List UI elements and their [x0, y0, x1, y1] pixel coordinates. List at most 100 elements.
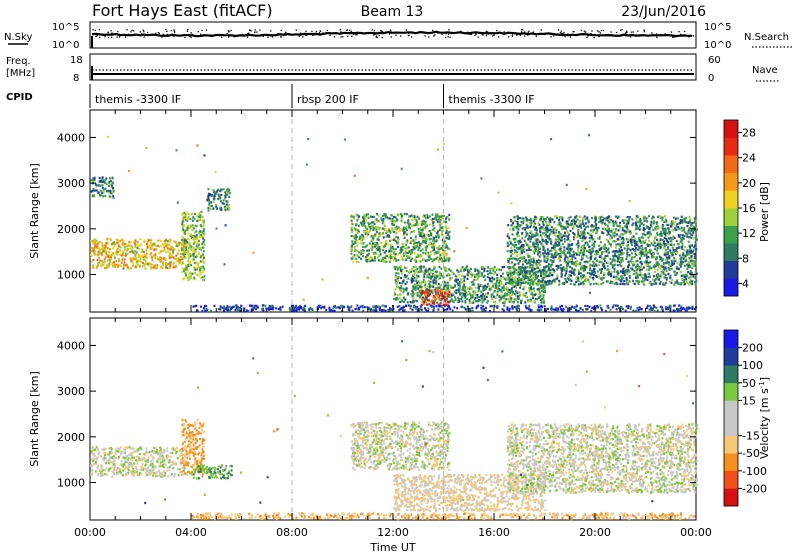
scatter-cell [673, 262, 676, 265]
scatter-cell [524, 267, 527, 270]
scatter-cell [194, 272, 197, 275]
scatter-cell [418, 294, 421, 297]
scatter-cell [135, 251, 138, 254]
scatter-cell [600, 252, 603, 255]
scatter-cell [647, 255, 650, 259]
scatter-cell [663, 245, 666, 248]
scatter-cell [666, 232, 669, 235]
nsearch-point [94, 29, 96, 32]
scatter-cell [429, 223, 432, 226]
scatter-cell [602, 276, 605, 279]
nsearch-point [284, 32, 286, 35]
scatter-cell [111, 247, 114, 250]
scatter-cell [517, 234, 520, 238]
scatter-cell [532, 280, 535, 283]
nsearch-point [107, 31, 109, 33]
scatter-cell [571, 227, 574, 230]
scatter-cell [153, 264, 156, 267]
scatter-cell [408, 215, 411, 218]
scatter-cell [531, 278, 534, 281]
scatter-cell [193, 239, 196, 242]
scatter-cell [555, 264, 558, 267]
scatter-cell [465, 294, 468, 297]
scatter-cell [172, 262, 175, 265]
scatter-cell [371, 221, 373, 224]
scatter-cell [687, 270, 690, 274]
scatter-cell [414, 238, 417, 241]
scatter-cell [547, 269, 550, 272]
scatter-cell [611, 260, 614, 263]
scatter-cell [573, 263, 575, 266]
scatter-cell [506, 274, 509, 277]
scatter-cell [422, 302, 425, 305]
scatter-cell [149, 253, 152, 256]
scatter-cell [551, 263, 554, 266]
scatter-cell [179, 258, 182, 262]
scatter-cell [579, 272, 582, 275]
scatter-cell [542, 224, 545, 227]
scatter-cell [550, 242, 553, 245]
scatter-cell [608, 227, 611, 230]
scatter-cell [91, 266, 94, 269]
nsearch-point [563, 31, 565, 34]
scatter-cell [541, 288, 543, 291]
scatter-cell [190, 233, 192, 236]
nsearch-point [560, 30, 562, 32]
scatter-cell [448, 218, 451, 221]
scatter-cell [117, 244, 120, 247]
scatter-cell [635, 217, 638, 220]
nsearch-point [475, 32, 477, 34]
scatter-cell [650, 283, 653, 286]
scatter-cell [420, 229, 423, 232]
scatter-cell [413, 218, 416, 221]
nsearch-point [388, 33, 391, 35]
scatter-cell [202, 265, 205, 268]
scatter-cell [364, 245, 367, 249]
scatter-cell [228, 203, 231, 206]
scatter-cell [138, 259, 141, 262]
scatter-cell [547, 228, 550, 232]
scatter-cell [433, 265, 436, 268]
scatter-cell [359, 242, 362, 245]
scatter-cell [593, 240, 596, 243]
scatter-cell [509, 295, 512, 298]
scatter-cell [559, 253, 562, 257]
scatter-cell [506, 277, 509, 280]
scatter-cell [426, 294, 429, 298]
nsearch-point [269, 34, 271, 37]
scatter-cell [212, 200, 215, 203]
scatter-cell [534, 222, 536, 225]
scatter-cell [192, 250, 195, 253]
scatter-cell [491, 276, 494, 279]
scatter-cell [431, 300, 434, 303]
scatter-cell [407, 219, 410, 222]
scatter-cell [648, 235, 651, 238]
scatter-cell [516, 295, 519, 298]
scatter-cell [652, 256, 655, 259]
scatter-cell [421, 229, 424, 232]
scatter-cell [113, 241, 115, 244]
scatter-cell [659, 246, 662, 249]
nsearch-point [521, 29, 523, 31]
scatter-cell [141, 265, 144, 268]
scatter-cell [555, 250, 558, 253]
scatter-cell [514, 241, 517, 244]
scatter-cell [477, 275, 480, 278]
scatter-cell [175, 258, 178, 261]
scatter-cell [689, 270, 692, 273]
scatter-cell [565, 247, 568, 250]
scatter-cell [385, 257, 388, 260]
scatter-cell [677, 226, 679, 229]
nsearch-point [598, 31, 600, 33]
scatter-cell [556, 217, 558, 220]
scatter-cell [425, 246, 428, 250]
scatter-cell [690, 244, 693, 247]
scatter-cell [182, 220, 185, 223]
scatter-cell [100, 264, 103, 268]
scatter-cell [421, 222, 424, 225]
scatter-cell [188, 242, 191, 246]
scatter-cell [647, 272, 650, 276]
scatter-cell [419, 249, 422, 252]
scatter-cell [533, 301, 536, 304]
scatter-cell [399, 300, 402, 304]
